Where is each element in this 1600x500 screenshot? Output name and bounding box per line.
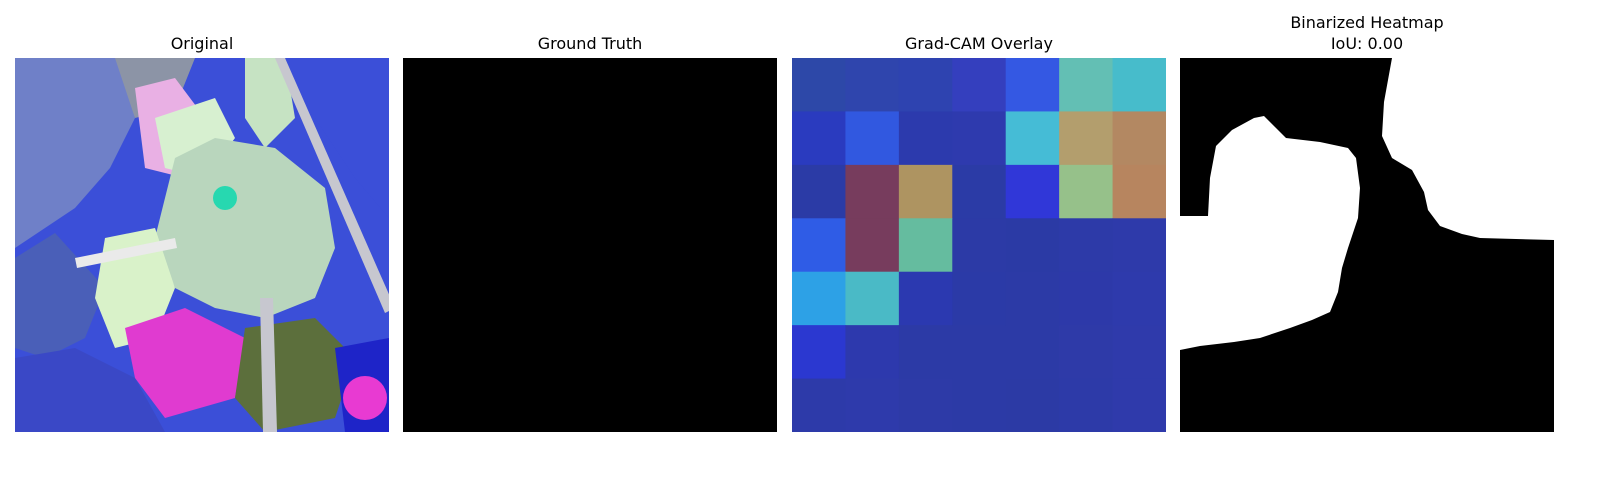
heatmap-cell: [898, 271, 953, 326]
heatmap-cell: [1005, 111, 1060, 166]
iou-label: IoU: 0.00: [1330, 34, 1404, 53]
heatmap-cell: [845, 218, 900, 273]
heatmap-cell: [845, 58, 900, 113]
panel-title-original: Original: [170, 34, 234, 53]
heatmap-cell: [952, 164, 1007, 219]
heatmap-cell: [792, 271, 847, 326]
panel-title-ground-truth: Ground Truth: [537, 34, 643, 53]
heatmap-cell: [1112, 325, 1166, 380]
ground-truth-mask: [403, 58, 777, 432]
binarized-mask: [1180, 58, 1554, 432]
heatmap-cell: [1059, 218, 1114, 273]
panel-title-gradcam: Grad-CAM Overlay: [905, 34, 1053, 53]
heatmap-cell: [898, 218, 953, 273]
heatmap-cell: [1059, 271, 1114, 326]
heatmap-cell: [845, 325, 900, 380]
heatmap-cell: [792, 58, 847, 113]
heatmap-cell: [898, 111, 953, 166]
heatmap-cell: [1005, 218, 1060, 273]
heatmap-cell: [1112, 111, 1166, 166]
heatmap-cell: [1059, 111, 1114, 166]
binarized-region-right: [1382, 58, 1554, 240]
heatmap-cell: [1059, 378, 1114, 432]
heatmap-cell: [845, 164, 900, 219]
ground-truth-background: [403, 58, 777, 432]
heatmap-cell: [898, 325, 953, 380]
heatmap-cell: [952, 111, 1007, 166]
heatmap-cell: [792, 218, 847, 273]
heatmap-cell: [1005, 378, 1060, 432]
heatmap-cell: [952, 58, 1007, 113]
heatmap-cell: [792, 111, 847, 166]
heatmap-cell: [1005, 271, 1060, 326]
original-image: [15, 58, 389, 432]
heatmap-cell: [1005, 164, 1060, 219]
heatmap-cell: [1112, 378, 1166, 432]
heatmap-cell: [898, 58, 953, 113]
heatmap-cell: [898, 378, 953, 432]
heatmap-cell: [952, 218, 1007, 273]
panel-title-binarized: Binarized Heatmap: [1290, 13, 1444, 32]
heatmap-cell: [845, 271, 900, 326]
heatmap-cell: [845, 111, 900, 166]
heatmap-cell: [1005, 58, 1060, 113]
heatmap-cell: [792, 164, 847, 219]
heatmap-cell: [845, 378, 900, 432]
heatmap-cell: [898, 164, 953, 219]
heatmap-cell: [1112, 218, 1166, 273]
heatmap-cell: [952, 378, 1007, 432]
gradcam-heatmap: [792, 58, 1166, 432]
heatmap-cell: [1005, 325, 1060, 380]
heatmap-cell: [952, 271, 1007, 326]
heatmap-cell: [1059, 325, 1114, 380]
heatmap-cell: [1112, 271, 1166, 326]
heatmap-cell: [1059, 164, 1114, 219]
heatmap-cell: [792, 325, 847, 380]
heatmap-cell: [1112, 58, 1166, 113]
heatmap-cell: [1059, 58, 1114, 113]
binarized-region-left: [1180, 116, 1360, 350]
heatmap-cell: [1112, 164, 1166, 219]
heatmap-cell: [792, 378, 847, 432]
heatmap-cell: [952, 325, 1007, 380]
